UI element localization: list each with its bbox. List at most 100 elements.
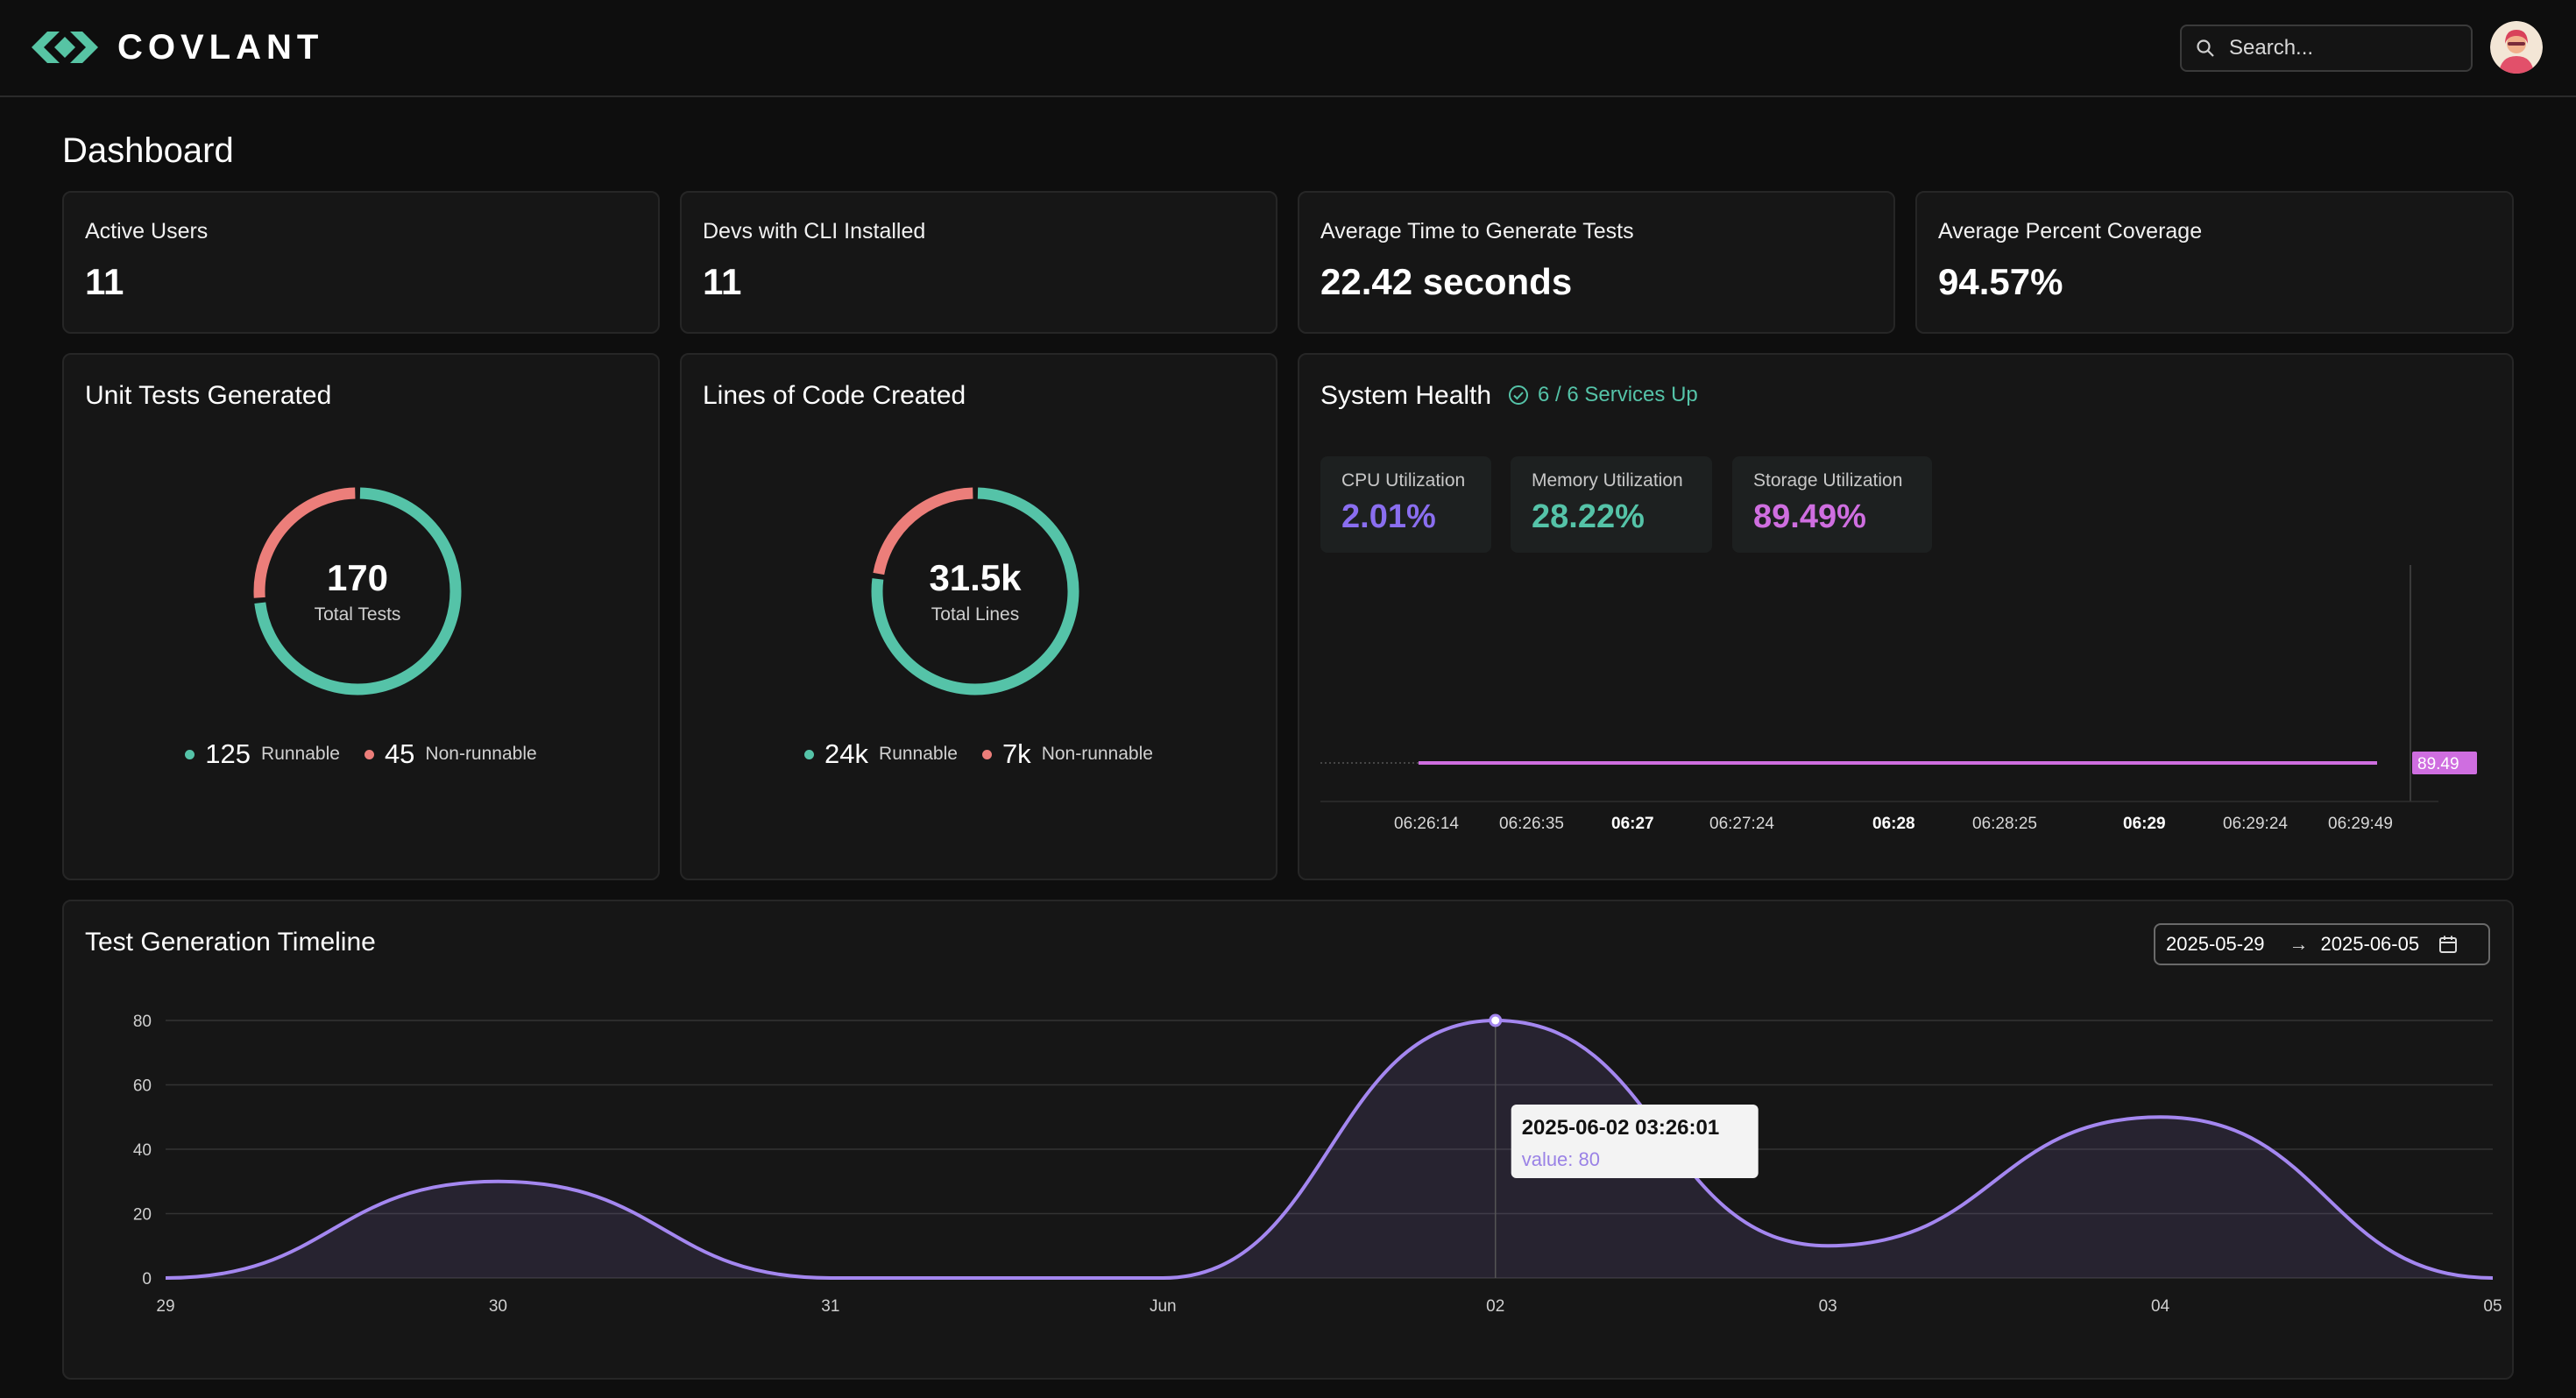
last-value-label: 89.49 [2417, 755, 2459, 773]
x-tick-label: 05 [2483, 1297, 2502, 1316]
stat-label: Average Time to Generate Tests [1320, 219, 1634, 244]
highlight-point [1489, 1013, 1503, 1027]
nonrunnable-dot-icon [364, 749, 374, 759]
timeline-card: Test Generation Timeline 0 20 40 60 80 29 30 31… [62, 900, 2514, 1380]
search-icon [2197, 39, 2214, 57]
range-arrow: → [2289, 933, 2309, 955]
donut-chart [871, 487, 1079, 695]
legend-nonrunnable: 45 Non-runnable [364, 738, 537, 770]
donut-chart [253, 487, 462, 695]
stat-label: Active Users [85, 219, 209, 244]
stat-value: 94.57% [1938, 261, 2063, 302]
stat-card-avg-time: Average Time to Generate Tests 22.42 sec… [1298, 191, 1895, 334]
x-tick-label: 06:26:35 [1499, 815, 1564, 833]
tooltip-value: value: 80 [1522, 1148, 1600, 1170]
runnable-dot-icon [185, 749, 195, 759]
x-tick-label: 31 [821, 1297, 839, 1316]
page-title: Dashboard [62, 131, 234, 170]
range-start-date[interactable]: 2025-05-29 [2166, 933, 2265, 955]
card-title: System Health [1320, 381, 1492, 410]
runnable-dot-icon [804, 749, 815, 759]
stat-card-active-users: Active Users 11 [62, 191, 660, 334]
x-tick-label: 06:27 [1611, 815, 1654, 833]
util-label: Storage Utilization [1753, 470, 1903, 491]
x-tick-label: 03 [1819, 1297, 1837, 1316]
tooltip-time: 2025-06-02 03:26:01 [1522, 1116, 1720, 1140]
stat-value: 11 [703, 261, 742, 302]
stat-value: 22.42 seconds [1320, 261, 1573, 302]
x-tick-label: 02 [1486, 1297, 1504, 1316]
util-label: Memory Utilization [1532, 470, 1683, 491]
date-range-picker[interactable]: 2025-05-29 → 2025-06-05 [2154, 923, 2490, 965]
stat-label: Devs with CLI Installed [703, 219, 926, 244]
x-tick-label: 06:28:25 [1972, 815, 2037, 833]
search-input[interactable] [2227, 35, 2459, 61]
logo-mark-icon [32, 32, 98, 63]
card-title: Test Generation Timeline [85, 928, 376, 957]
legend-label: Runnable [879, 744, 958, 764]
x-tick-label: 06:29:49 [2328, 815, 2393, 833]
util-label: CPU Utilization [1341, 470, 1466, 491]
system-health-card: System Health 6 / 6 Services Up CPU Util… [1298, 353, 2514, 880]
x-tick-label: 06:29:24 [2223, 815, 2288, 833]
top-bar: COVLANT [0, 0, 2576, 97]
x-tick-label: Jun [1150, 1297, 1177, 1316]
brand-logo[interactable]: COVLANT [30, 25, 323, 70]
avatar-image [2490, 21, 2543, 74]
donut-total-label: Total Lines [931, 604, 1020, 625]
y-tick-label: 0 [142, 1270, 152, 1289]
calendar-icon[interactable] [2438, 935, 2458, 954]
legend-value: 45 [384, 738, 415, 769]
check-circle-icon [1509, 385, 1528, 405]
legend-runnable: 125 Runnable [185, 738, 340, 770]
donut-nonrunnable-arc [253, 487, 462, 695]
chart-tooltip: 2025-06-02 03:26:01 value: 80 [1511, 1105, 1759, 1178]
legend-value: 125 [205, 738, 251, 769]
x-tick-label: 04 [2151, 1297, 2170, 1316]
stat-label: Average Percent Coverage [1938, 219, 2203, 244]
donut-total: 31.5k [929, 557, 1022, 598]
x-tick-label: 06:27:24 [1709, 815, 1774, 833]
donut-runnable-arc [253, 487, 462, 695]
unit-tests-donut[interactable]: 170 Total Tests [248, 482, 467, 701]
lines-of-code-donut[interactable]: 31.5k Total Lines [866, 482, 1085, 701]
unit-tests-card: Unit Tests Generated 170 Total Tests 125… [62, 353, 660, 880]
last-value-tag [2412, 752, 2477, 774]
services-status-text: 6 / 6 Services Up [1538, 383, 1698, 406]
x-tick-label: 06:29 [2123, 815, 2166, 833]
x-tick-label: 06:28 [1872, 815, 1915, 833]
card-title: Lines of Code Created [703, 381, 966, 410]
user-avatar[interactable] [2490, 21, 2543, 74]
cpu-utilization-box: CPU Utilization 2.01% [1320, 456, 1491, 553]
memory-utilization-box: Memory Utilization 28.22% [1511, 456, 1712, 553]
timeline-line [165, 1018, 2494, 1280]
x-tick-label: 29 [156, 1297, 174, 1316]
legend-label: Non-runnable [425, 744, 537, 764]
search-box[interactable] [2180, 25, 2473, 72]
legend-value: 7k [1001, 738, 1031, 769]
services-status: 6 / 6 Services Up [1508, 383, 1698, 407]
donut-legend: 125 Runnable 45 Non-runnable [64, 738, 658, 770]
y-tick-label: 80 [133, 1013, 152, 1031]
nonrunnable-dot-icon [981, 749, 992, 759]
lines-of-code-card: Lines of Code Created 31.5k Total Lines … [680, 353, 1277, 880]
tooltip-box [1511, 1105, 1759, 1178]
x-tick-label: 06:26:14 [1394, 815, 1459, 833]
legend-runnable: 24k Runnable [804, 738, 958, 770]
legend-value: 24k [824, 738, 869, 769]
legend-nonrunnable: 7k Non-runnable [981, 738, 1153, 770]
system-health-line-chart[interactable]: 89.4928.222.0106:26:1406:26:3506:2706:27… [1299, 565, 2516, 854]
util-value: 28.22% [1532, 498, 1645, 535]
stat-card-devs-cli: Devs with CLI Installed 11 [680, 191, 1277, 334]
y-tick-label: 40 [133, 1141, 152, 1160]
y-tick-label: 60 [133, 1077, 152, 1096]
brand-name: COVLANT [117, 27, 324, 67]
timeline-area-chart[interactable]: 0 20 40 60 80 29 30 31 Jun 02 03 04 05 2025-06-02 03:… [64, 901, 2516, 1381]
legend-label: Runnable [261, 744, 340, 764]
y-tick-label: 20 [133, 1206, 152, 1225]
range-end-date[interactable]: 2025-06-05 [2320, 933, 2420, 955]
stat-card-avg-coverage: Average Percent Coverage 94.57% [1915, 191, 2514, 334]
storage-utilization-box: Storage Utilization 89.49% [1732, 456, 1932, 553]
donut-legend: 24k Runnable 7k Non-runnable [682, 738, 1276, 770]
legend-label: Non-runnable [1041, 744, 1153, 764]
